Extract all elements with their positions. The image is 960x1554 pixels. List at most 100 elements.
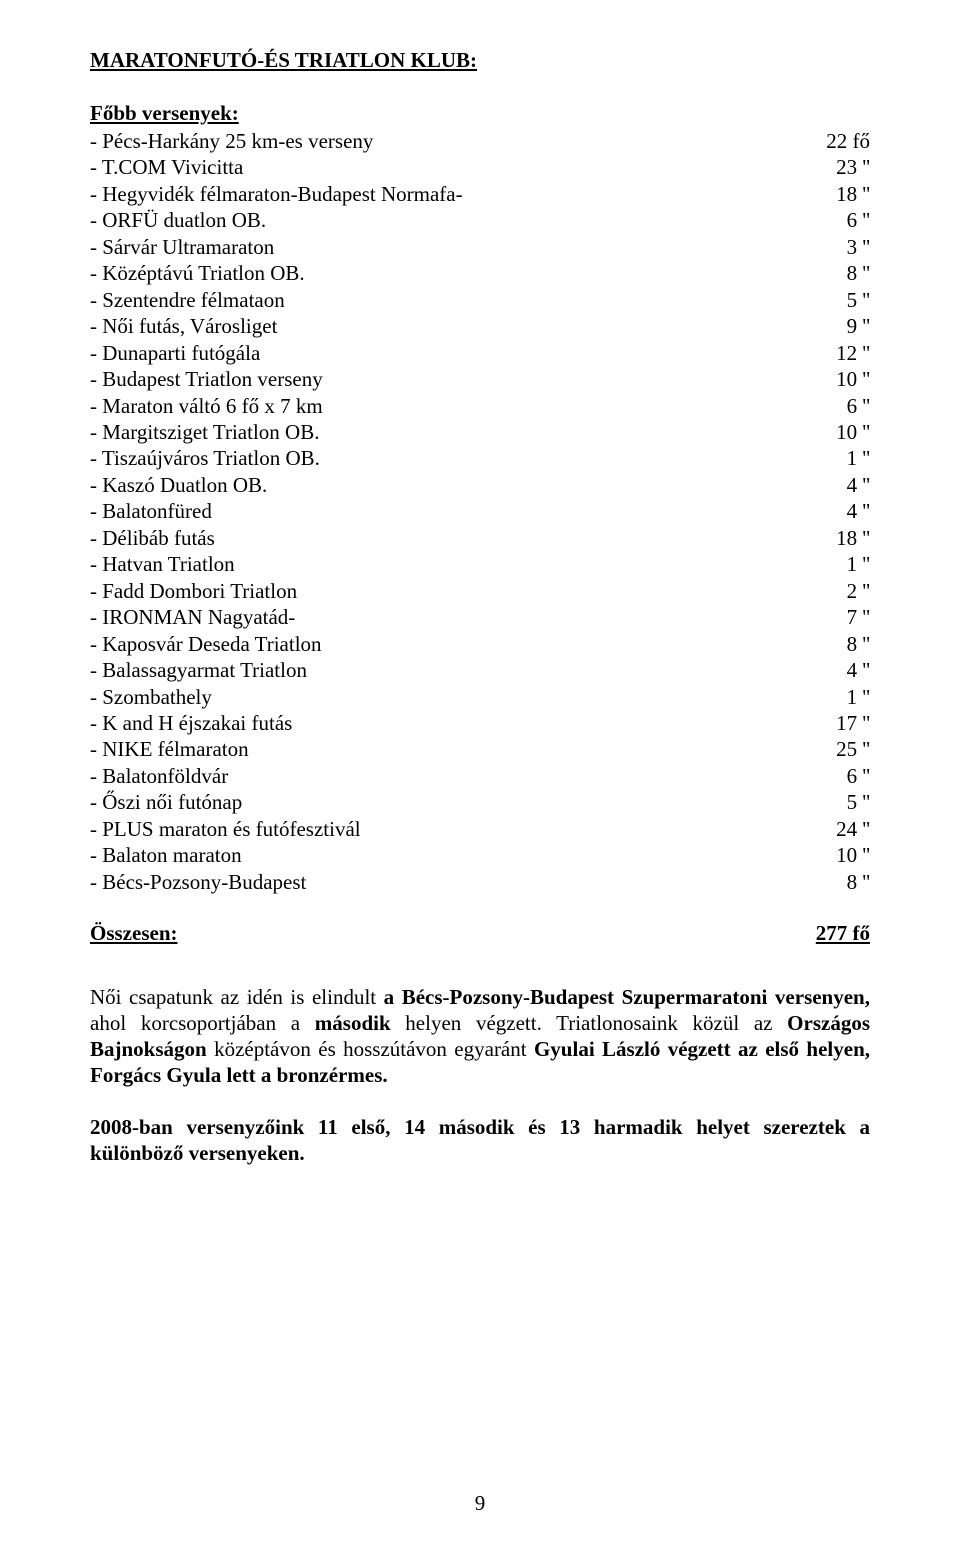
event-row: - K and H éjszakai futás 17 ''	[90, 710, 870, 736]
event-value: 8 ''	[790, 869, 870, 895]
event-label: - Budapest Triatlon verseny	[90, 366, 323, 392]
event-row: - Szentendre félmataon 5 ''	[90, 287, 870, 313]
event-label: - T.COM Vivicitta	[90, 154, 243, 180]
total-label: Összesen:	[90, 921, 178, 946]
p1-t4: középtávon és hosszútávon egyaránt	[207, 1037, 534, 1061]
event-label: - NIKE félmaraton	[90, 736, 249, 762]
event-value: 18 ''	[790, 181, 870, 207]
event-value: 25 ''	[790, 736, 870, 762]
event-label: - Hatvan Triatlon	[90, 551, 235, 577]
event-row: - Női futás, Városliget 9 ''	[90, 313, 870, 339]
event-row: - Szombathely 1 ''	[90, 684, 870, 710]
event-value: 6 ''	[790, 207, 870, 233]
event-row: - Pécs-Harkány 25 km-es verseny 22 fő	[90, 128, 870, 154]
event-label: - Balassagyarmat Triatlon	[90, 657, 307, 683]
event-value: 1 ''	[790, 445, 870, 471]
event-label: - Maraton váltó 6 fő x 7 km	[90, 393, 323, 419]
event-label: - Középtávú Triatlon OB.	[90, 260, 305, 286]
event-row: - NIKE félmaraton 25 ''	[90, 736, 870, 762]
total-row: Összesen: 277 fő	[90, 921, 870, 946]
event-row: - Sárvár Ultramaraton 3 ''	[90, 234, 870, 260]
p1-b2: második	[315, 1011, 391, 1035]
event-value: 4 ''	[790, 657, 870, 683]
event-label: - Balatonföldvár	[90, 763, 228, 789]
event-value: 23 ''	[790, 154, 870, 180]
event-value: 8 ''	[790, 631, 870, 657]
event-value: 7 ''	[790, 604, 870, 630]
event-label: - Szombathely	[90, 684, 212, 710]
event-row: - ORFÜ duatlon OB. 6 ''	[90, 207, 870, 233]
event-value: 1 ''	[790, 551, 870, 577]
event-label: - Fadd Dombori Triatlon	[90, 578, 297, 604]
event-label: - K and H éjszakai futás	[90, 710, 292, 736]
p1-t2: ahol korcsoportjában a	[90, 1011, 315, 1035]
p1-b1: a Bécs-Pozsony-Budapest Szupermaratoni v…	[384, 985, 870, 1009]
event-value: 17 ''	[790, 710, 870, 736]
event-row: - Őszi női futónap 5 ''	[90, 789, 870, 815]
event-label: - Kaszó Duatlon OB.	[90, 472, 267, 498]
event-value: 12 ''	[790, 340, 870, 366]
event-row: - Kaposvár Deseda Triatlon 8 ''	[90, 631, 870, 657]
event-value: 10 ''	[790, 842, 870, 868]
event-label: - IRONMAN Nagyatád-	[90, 604, 295, 630]
event-label: - Dunaparti futógála	[90, 340, 260, 366]
event-value: 1 ''	[790, 684, 870, 710]
event-row: - Maraton váltó 6 fő x 7 km 6 ''	[90, 393, 870, 419]
event-label: - Kaposvár Deseda Triatlon	[90, 631, 322, 657]
event-label: - Balatonfüred	[90, 498, 212, 524]
event-row: - Délibáb futás 18 ''	[90, 525, 870, 551]
event-label: - Hegyvidék félmaraton-Budapest Normafa-	[90, 181, 463, 207]
event-row: - Középtávú Triatlon OB. 8 ''	[90, 260, 870, 286]
event-value: 24 ''	[790, 816, 870, 842]
event-value: 9 ''	[790, 313, 870, 339]
event-row: - Balaton maraton 10 ''	[90, 842, 870, 868]
event-row: - Bécs-Pozsony-Budapest 8 ''	[90, 869, 870, 895]
event-label: - Délibáb futás	[90, 525, 215, 551]
paragraph-1: Női csapatunk az idén is elindult a Bécs…	[90, 984, 870, 1088]
event-row: - Tiszaújváros Triatlon OB. 1 ''	[90, 445, 870, 471]
event-label: - Margitsziget Triatlon OB.	[90, 419, 319, 445]
event-list: - Pécs-Harkány 25 km-es verseny22 fő- T.…	[90, 128, 870, 895]
event-row: - Balassagyarmat Triatlon 4 ''	[90, 657, 870, 683]
event-row: - Balatonfüred 4 ''	[90, 498, 870, 524]
event-label: - Pécs-Harkány 25 km-es verseny	[90, 128, 373, 154]
event-row: - Fadd Dombori Triatlon2 ''	[90, 578, 870, 604]
event-row: - Balatonföldvár 6 ''	[90, 763, 870, 789]
event-label: - Bécs-Pozsony-Budapest	[90, 869, 306, 895]
event-row: - Hatvan Triatlon 1 ''	[90, 551, 870, 577]
event-value: 6 ''	[790, 763, 870, 789]
event-row: - PLUS maraton és futófesztivál 24 ''	[90, 816, 870, 842]
event-row: - Kaszó Duatlon OB.4 ''	[90, 472, 870, 498]
event-label: - Női futás, Városliget	[90, 313, 277, 339]
event-row: - Budapest Triatlon verseny 10 ''	[90, 366, 870, 392]
event-value: 18 ''	[790, 525, 870, 551]
p1-t3: helyen végzett. Triatlonosaink közül az	[391, 1011, 788, 1035]
event-label: - Balaton maraton	[90, 842, 242, 868]
event-value: 5 ''	[790, 287, 870, 313]
event-value: 8 ''	[790, 260, 870, 286]
event-label: - PLUS maraton és futófesztivál	[90, 816, 361, 842]
event-value: 3 ''	[790, 234, 870, 260]
subhead: Főbb versenyek:	[90, 101, 870, 126]
page-number: 9	[0, 1491, 960, 1516]
total-value: 277 fő	[790, 921, 870, 946]
p1-t1: Női csapatunk az idén is elindult	[90, 985, 384, 1009]
event-value: 6 ''	[790, 393, 870, 419]
event-value: 5 ''	[790, 789, 870, 815]
event-row: - Hegyvidék félmaraton-Budapest Normafa-…	[90, 181, 870, 207]
event-value: 22 fő	[790, 128, 870, 154]
event-row: - Dunaparti futógála 12 ''	[90, 340, 870, 366]
event-row: - T.COM Vivicitta 23 ''	[90, 154, 870, 180]
event-value: 4 ''	[790, 498, 870, 524]
event-label: - Őszi női futónap	[90, 789, 242, 815]
event-label: - ORFÜ duatlon OB.	[90, 207, 266, 233]
event-value: 10 ''	[790, 419, 870, 445]
event-value: 10 ''	[790, 366, 870, 392]
event-label: - Sárvár Ultramaraton	[90, 234, 274, 260]
event-label: - Szentendre félmataon	[90, 287, 285, 313]
event-row: - Margitsziget Triatlon OB. 10 ''	[90, 419, 870, 445]
event-row: - IRONMAN Nagyatád- 7 ''	[90, 604, 870, 630]
event-label: - Tiszaújváros Triatlon OB.	[90, 445, 320, 471]
paragraph-2: 2008-ban versenyzőink 11 első, 14 másodi…	[90, 1114, 870, 1166]
page-title: MARATONFUTÓ-ÉS TRIATLON KLUB:	[90, 48, 870, 73]
